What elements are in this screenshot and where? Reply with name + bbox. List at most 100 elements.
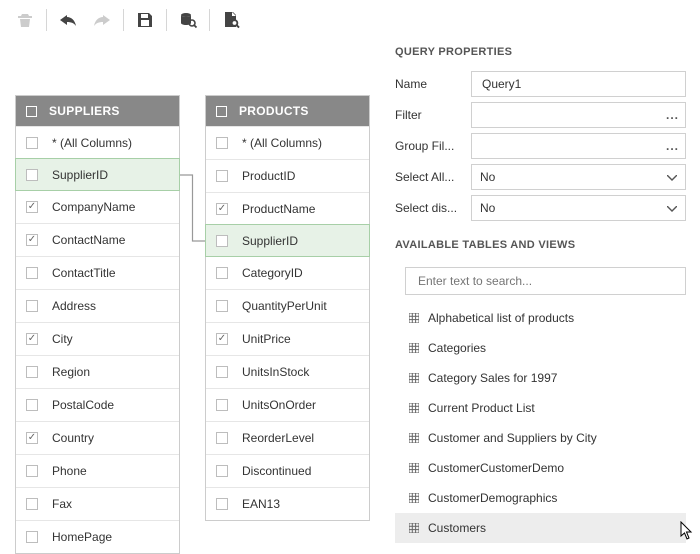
save-button[interactable] — [128, 3, 162, 37]
column-label: Phone — [52, 464, 87, 478]
column-row[interactable]: SupplierID — [205, 224, 370, 257]
column-checkbox[interactable] — [216, 137, 228, 149]
column-checkbox[interactable] — [26, 201, 38, 213]
column-label: SupplierID — [242, 234, 298, 248]
available-table-item[interactable]: CustomerCustomerDemo — [395, 453, 686, 483]
table-card[interactable]: PRODUCTS* (All Columns)ProductIDProductN… — [205, 95, 370, 521]
column-checkbox[interactable] — [216, 235, 228, 247]
column-row[interactable]: Region — [16, 355, 179, 388]
available-tables-title: AVAILABLE TABLES AND VIEWS — [395, 239, 692, 251]
column-checkbox[interactable] — [216, 465, 228, 477]
preview-query-button[interactable] — [214, 3, 248, 37]
search-input-field[interactable] — [416, 273, 675, 289]
column-row[interactable]: ProductName — [206, 192, 369, 225]
property-field[interactable]: No — [471, 164, 686, 190]
table-select-all-checkbox[interactable] — [216, 106, 227, 117]
column-row[interactable]: CompanyName — [16, 190, 179, 223]
available-table-item[interactable]: Customers — [395, 513, 686, 543]
available-search-input[interactable] — [405, 267, 686, 295]
view-data-button[interactable] — [171, 3, 205, 37]
available-table-item[interactable]: Category Sales for 1997 — [395, 363, 686, 393]
ellipsis-icon[interactable]: ... — [666, 139, 679, 153]
available-table-item[interactable]: Customer and Suppliers by City — [395, 423, 686, 453]
query-properties-title: QUERY PROPERTIES — [395, 46, 692, 58]
column-checkbox[interactable] — [216, 267, 228, 279]
column-row[interactable]: ProductID — [206, 159, 369, 192]
undo-button[interactable] — [51, 3, 85, 37]
column-checkbox[interactable] — [26, 267, 38, 279]
column-row[interactable]: Discontinued — [206, 454, 369, 487]
column-row[interactable]: City — [16, 322, 179, 355]
column-row[interactable]: ContactTitle — [16, 256, 179, 289]
column-row[interactable]: QuantityPerUnit — [206, 289, 369, 322]
column-row[interactable]: CategoryID — [206, 256, 369, 289]
property-label: Group Fil... — [395, 139, 463, 153]
column-checkbox[interactable] — [216, 170, 228, 182]
column-checkbox[interactable] — [216, 333, 228, 345]
column-row[interactable]: * (All Columns) — [206, 126, 369, 159]
column-checkbox[interactable] — [216, 432, 228, 444]
table-header[interactable]: PRODUCTS — [206, 96, 369, 126]
ellipsis-icon[interactable]: ... — [666, 108, 679, 122]
column-checkbox[interactable] — [26, 333, 38, 345]
table-select-all-checkbox[interactable] — [26, 106, 37, 117]
column-checkbox[interactable] — [26, 432, 38, 444]
column-checkbox[interactable] — [26, 465, 38, 477]
column-row[interactable]: * (All Columns) — [16, 126, 179, 159]
column-label: Region — [52, 365, 90, 379]
available-table-label: CustomerDemographics — [428, 491, 557, 505]
property-field[interactable]: ... — [471, 102, 686, 128]
column-checkbox[interactable] — [216, 498, 228, 510]
property-row: Filter... — [395, 99, 686, 130]
property-row: Group Fil...... — [395, 130, 686, 161]
delete-button[interactable] — [8, 3, 42, 37]
column-checkbox[interactable] — [26, 498, 38, 510]
available-table-label: Category Sales for 1997 — [428, 371, 557, 385]
redo-button[interactable] — [85, 3, 119, 37]
column-checkbox[interactable] — [26, 366, 38, 378]
chevron-down-icon[interactable] — [667, 170, 677, 184]
query-canvas[interactable]: SUPPLIERS* (All Columns)SupplierIDCompan… — [0, 40, 385, 547]
column-row[interactable]: PostalCode — [16, 388, 179, 421]
column-row[interactable]: EAN13 — [206, 487, 369, 520]
table-header[interactable]: SUPPLIERS — [16, 96, 179, 126]
property-field[interactable]: ... — [471, 133, 686, 159]
separator — [46, 9, 47, 31]
column-row[interactable]: UnitsOnOrder — [206, 388, 369, 421]
column-checkbox[interactable] — [26, 300, 38, 312]
column-checkbox[interactable] — [216, 203, 228, 215]
chevron-down-icon[interactable] — [667, 201, 677, 215]
column-checkbox[interactable] — [26, 137, 38, 149]
column-label: ContactName — [52, 233, 125, 247]
separator — [123, 9, 124, 31]
available-table-item[interactable]: Current Product List — [395, 393, 686, 423]
column-checkbox[interactable] — [26, 531, 38, 543]
property-label: Name — [395, 77, 463, 91]
column-row[interactable]: Address — [16, 289, 179, 322]
column-checkbox[interactable] — [216, 366, 228, 378]
column-row[interactable]: Country — [16, 421, 179, 454]
table-icon — [409, 493, 419, 503]
table-card[interactable]: SUPPLIERS* (All Columns)SupplierIDCompan… — [15, 95, 180, 554]
property-field[interactable]: No — [471, 195, 686, 221]
column-row[interactable]: Phone — [16, 454, 179, 487]
column-row[interactable]: ContactName — [16, 223, 179, 256]
available-table-item[interactable]: CustomerDemographics — [395, 483, 686, 513]
available-table-item[interactable]: Alphabetical list of products — [395, 303, 686, 333]
property-field[interactable] — [471, 71, 686, 97]
property-text-input[interactable] — [480, 76, 677, 92]
table-icon — [409, 463, 419, 473]
column-row[interactable]: UnitPrice — [206, 322, 369, 355]
column-checkbox[interactable] — [26, 169, 38, 181]
column-label: City — [52, 332, 73, 346]
column-row[interactable]: Fax — [16, 487, 179, 520]
column-row[interactable]: ReorderLevel — [206, 421, 369, 454]
available-table-item[interactable]: Categories — [395, 333, 686, 363]
column-row[interactable]: UnitsInStock — [206, 355, 369, 388]
column-checkbox[interactable] — [216, 300, 228, 312]
column-row[interactable]: SupplierID — [15, 158, 180, 191]
column-row[interactable]: HomePage — [16, 520, 179, 553]
column-checkbox[interactable] — [26, 399, 38, 411]
column-checkbox[interactable] — [216, 399, 228, 411]
column-checkbox[interactable] — [26, 234, 38, 246]
